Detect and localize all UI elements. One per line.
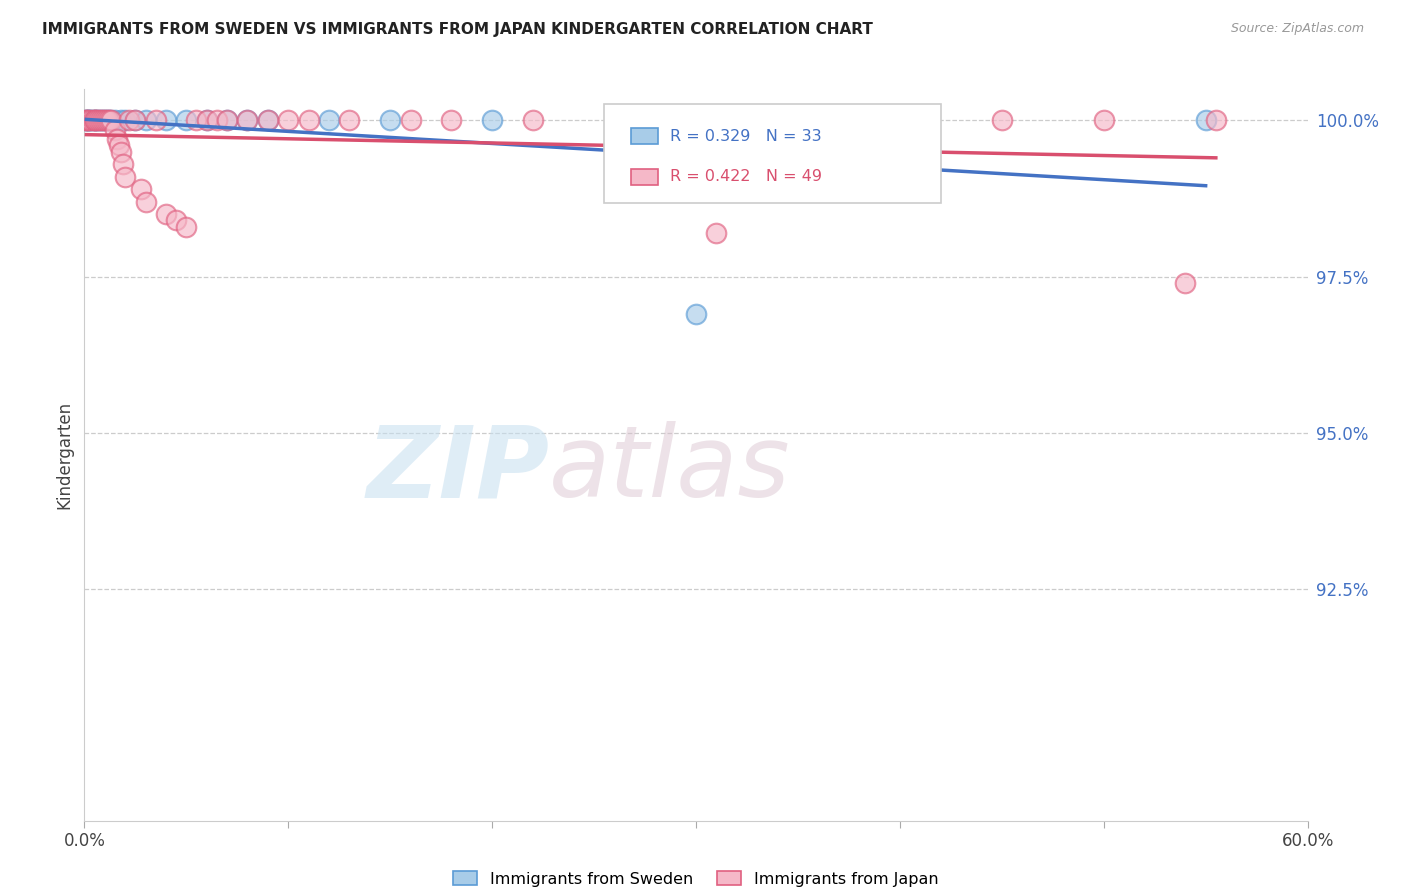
Point xyxy=(176,219,198,234)
Text: R = 0.329   N = 33: R = 0.329 N = 33 xyxy=(671,128,823,144)
Point xyxy=(236,113,259,128)
Point xyxy=(217,113,239,128)
Point xyxy=(145,113,167,128)
Point xyxy=(124,113,146,128)
Point xyxy=(100,113,122,128)
Point xyxy=(257,113,280,128)
Point xyxy=(481,113,503,128)
Point xyxy=(205,113,228,128)
Point xyxy=(97,113,120,128)
Legend: Immigrants from Sweden, Immigrants from Japan: Immigrants from Sweden, Immigrants from … xyxy=(447,864,945,892)
Text: R = 0.422   N = 49: R = 0.422 N = 49 xyxy=(671,169,823,185)
Point xyxy=(82,113,104,128)
Point xyxy=(176,113,198,128)
Text: ZIP: ZIP xyxy=(366,421,550,518)
Point xyxy=(114,169,136,184)
Point xyxy=(83,113,105,128)
FancyBboxPatch shape xyxy=(605,103,941,202)
Point xyxy=(131,182,153,196)
Point xyxy=(110,145,132,159)
Point xyxy=(75,113,97,128)
Point xyxy=(1195,113,1218,128)
Point xyxy=(110,113,132,128)
Text: Source: ZipAtlas.com: Source: ZipAtlas.com xyxy=(1230,22,1364,36)
Point xyxy=(112,157,135,171)
Point xyxy=(339,113,361,128)
Point xyxy=(75,113,97,128)
Point xyxy=(86,113,108,128)
Point xyxy=(97,113,120,128)
Point xyxy=(114,113,136,128)
Point xyxy=(991,113,1014,128)
Point xyxy=(100,113,122,128)
Point xyxy=(217,113,239,128)
Point xyxy=(104,123,127,137)
Point xyxy=(79,113,101,128)
Point xyxy=(155,207,177,221)
Y-axis label: Kindergarten: Kindergarten xyxy=(55,401,73,509)
Point xyxy=(87,113,110,128)
Point xyxy=(108,138,131,153)
Point xyxy=(124,113,146,128)
Point xyxy=(86,113,108,128)
Point xyxy=(79,113,101,128)
Point xyxy=(186,113,208,128)
Point xyxy=(706,226,728,240)
Point xyxy=(440,113,463,128)
Point xyxy=(82,113,104,128)
Point xyxy=(91,113,114,128)
Point xyxy=(83,113,105,128)
Point xyxy=(77,113,100,128)
Point xyxy=(118,113,141,128)
Point xyxy=(318,113,340,128)
Point xyxy=(135,113,157,128)
Point xyxy=(1205,113,1227,128)
Point xyxy=(79,113,101,128)
Point xyxy=(522,113,544,128)
Point xyxy=(77,113,100,128)
Point xyxy=(195,113,218,128)
Point xyxy=(135,194,157,209)
Point xyxy=(90,113,112,128)
Point xyxy=(96,113,118,128)
Point xyxy=(1174,276,1197,290)
Point xyxy=(195,113,218,128)
Point xyxy=(685,307,707,321)
Point xyxy=(624,113,647,128)
Point xyxy=(87,113,110,128)
Point xyxy=(93,113,117,128)
Point xyxy=(83,113,105,128)
Point xyxy=(75,113,97,128)
FancyBboxPatch shape xyxy=(631,169,658,185)
Point xyxy=(77,113,100,128)
Point xyxy=(104,113,127,128)
Point xyxy=(298,113,321,128)
Point xyxy=(257,113,280,128)
Point xyxy=(75,113,97,128)
Point xyxy=(155,113,177,128)
Point xyxy=(1092,113,1115,128)
Text: IMMIGRANTS FROM SWEDEN VS IMMIGRANTS FROM JAPAN KINDERGARTEN CORRELATION CHART: IMMIGRANTS FROM SWEDEN VS IMMIGRANTS FRO… xyxy=(42,22,873,37)
Point xyxy=(236,113,259,128)
Point xyxy=(96,113,118,128)
Point xyxy=(787,113,810,128)
Point xyxy=(380,113,402,128)
Point xyxy=(90,113,112,128)
Point xyxy=(399,113,422,128)
Point xyxy=(889,113,911,128)
Point xyxy=(165,213,187,227)
Point xyxy=(93,113,117,128)
Point xyxy=(91,113,114,128)
Point xyxy=(277,113,299,128)
Point xyxy=(105,132,128,146)
Text: atlas: atlas xyxy=(550,421,790,518)
FancyBboxPatch shape xyxy=(631,128,658,145)
Point xyxy=(83,113,105,128)
